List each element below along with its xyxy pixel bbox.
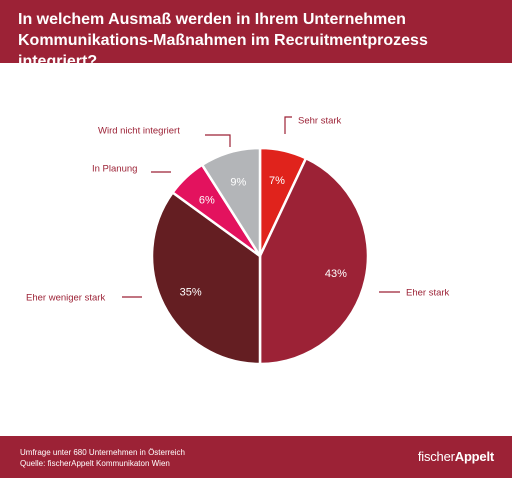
survey-note: Umfrage unter 680 Unternehmen in Österre…: [20, 448, 185, 457]
leader-line-sehr-stark: [284, 116, 292, 134]
category-label-in-planung: In Planung: [92, 164, 137, 175]
chart-title: In welchem Ausmaß werden in Ihrem Untern…: [18, 11, 428, 70]
logo-part-bold: Appelt: [454, 449, 494, 464]
footer-banner: Umfrage unter 680 Unternehmen in Österre…: [0, 436, 512, 478]
value-label-eher-weniger-stark: 35%: [180, 286, 202, 298]
pie-slice-eher-weniger-stark: [150, 191, 262, 366]
leader-line-wird-nicht-integriert: [205, 134, 231, 147]
brand-logo: fischerAppelt: [418, 449, 494, 465]
value-label-in-planung: 6%: [199, 194, 215, 206]
value-label-sehr-stark: 7%: [269, 175, 285, 187]
category-label-eher-stark: Eher stark: [406, 288, 450, 299]
value-label-wird-nicht-integriert: 9%: [230, 176, 246, 188]
pie-slice-wird-nicht-integriert: [200, 146, 262, 258]
title-banner: In welchem Ausmaß werden in Ihrem Untern…: [0, 0, 512, 70]
pie-slice-eher-stark: [258, 157, 370, 366]
value-label-eher-stark: 43%: [325, 268, 347, 280]
category-label-eher-weniger-stark: Eher weniger stark: [26, 293, 105, 304]
category-label-wird-nicht-integriert: Wird nicht integriert: [98, 126, 180, 137]
category-label-sehr-stark: Sehr stark: [298, 116, 342, 127]
pie-chart: 7% Sehr stark 43% Eher stark 35% Eher weniger…: [26, 116, 450, 366]
source-note: Quelle: fischerAppelt Kommunikaton Wien: [20, 459, 170, 468]
logo-part-light: fischer: [417, 449, 455, 464]
